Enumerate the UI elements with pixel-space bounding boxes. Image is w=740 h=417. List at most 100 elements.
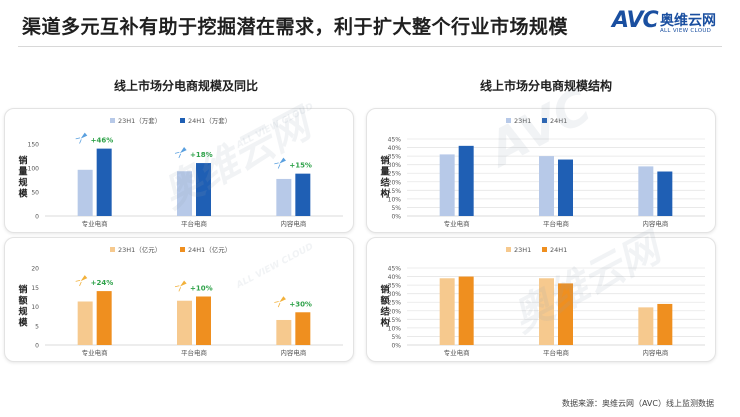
logo-cn-text: 奥维云网 — [660, 13, 716, 29]
bar-23h1 — [638, 166, 654, 216]
legend-label: 24H1 — [550, 117, 567, 125]
rocket-trail — [274, 162, 281, 169]
x-tick-label: 专业电商 — [82, 219, 109, 228]
logo-en-text: ALL VIEW CLOUD — [660, 28, 712, 34]
legend-label: 24H1 — [550, 246, 567, 254]
growth-label: +10% — [190, 284, 213, 292]
bar-24h1 — [96, 148, 112, 216]
y-tick-label: 35% — [388, 283, 402, 290]
bar-23h1 — [439, 154, 455, 216]
legend-swatch — [110, 247, 115, 252]
page-title: 渠道多元互补有助于挖掘潜在需求，利于扩大整个行业市场规模 — [22, 16, 569, 38]
y-tick-label: 0 — [35, 214, 39, 221]
bar-24h1 — [558, 159, 573, 216]
x-tick-label: 平台电商 — [543, 348, 570, 357]
legend-swatch — [542, 247, 547, 252]
y-tick-label: 45% — [388, 137, 402, 144]
x-tick-label: 专业电商 — [444, 219, 471, 228]
y-tick-label: 35% — [388, 154, 402, 161]
legend-swatch — [180, 118, 185, 123]
x-tick-label: 专业电商 — [444, 348, 471, 357]
bar-23h1 — [276, 319, 292, 345]
rocket-trail — [75, 137, 82, 144]
legend-swatch — [180, 247, 185, 252]
y-tick-label: 40% — [388, 274, 402, 281]
bar-23h1 — [77, 301, 93, 345]
y-tick-label: 20% — [388, 308, 402, 315]
data-source-note: 数据来源：奥维云网（AVC）线上监测数据 — [561, 399, 714, 408]
y-axis-label-char: 模 — [18, 188, 28, 200]
brand-logo: AVC 奥维云网 ALL VIEW CLOUD — [612, 8, 732, 42]
rocket-body — [180, 280, 187, 287]
bar-23h1 — [638, 307, 654, 345]
rocket-icon — [174, 147, 187, 159]
rocket-body — [279, 157, 286, 164]
y-axis-label-char: 量 — [18, 166, 27, 178]
rocket-icon — [274, 157, 286, 169]
legend-swatch — [110, 118, 115, 123]
legend-label: 23H1（亿元） — [118, 245, 161, 254]
bar-24h1 — [196, 296, 211, 345]
y-axis-label-char: 构 — [380, 188, 389, 200]
header: 渠道多元互补有助于挖掘潜在需求，利于扩大整个行业市场规模 AVC 奥维云网 AL… — [0, 0, 740, 44]
bar-23h1 — [177, 171, 192, 216]
y-axis-label-char: 结 — [380, 177, 389, 189]
y-tick-label: 30% — [388, 291, 402, 298]
y-axis-label-char: 销 — [18, 155, 27, 167]
y-tick-label: 50 — [31, 189, 39, 196]
y-axis-label-char: 规 — [18, 177, 27, 189]
logo-mark: AVC — [612, 8, 659, 33]
bar-23h1 — [177, 300, 192, 345]
y-tick-label: 15 — [31, 285, 39, 292]
volume-chart-panel: 23H1（万套） 24H1（万套） 销量规模 0 50 100 150 专业电商 +46% 平台电… — [4, 108, 354, 233]
y-axis-label-char: 销 — [18, 284, 27, 296]
bar-24h1 — [657, 303, 673, 345]
y-tick-label: 25% — [388, 171, 402, 178]
growth-label: +30% — [289, 300, 312, 308]
x-tick-label: 内容电商 — [280, 348, 307, 357]
x-tick-label: 专业电商 — [82, 348, 109, 357]
bar-23h1 — [439, 278, 455, 345]
rocket-trail — [274, 301, 281, 308]
y-axis-label-char: 额 — [18, 295, 27, 307]
y-tick-label: 5 — [35, 323, 39, 330]
bar-24h1 — [657, 171, 673, 216]
y-tick-label: 5% — [391, 205, 401, 212]
x-tick-label: 平台电商 — [181, 348, 208, 357]
y-tick-label: 100 — [28, 165, 40, 172]
value-share-chart-panel: 23H1 24H1 销额结构 0% 5% 10% 15% 20% 25% 30% 35% 40% 45%… — [366, 237, 716, 362]
growth-label: +24% — [91, 279, 114, 287]
legend-label: 23H1 — [514, 246, 531, 254]
rocket-trail — [174, 285, 182, 292]
bar-24h1 — [295, 312, 311, 345]
rocket-body — [80, 132, 88, 139]
legend-label: 23H1 — [514, 117, 531, 125]
bar-24h1 — [558, 283, 573, 345]
left-section-title: 线上市场分电商规模及同比 — [113, 79, 258, 93]
legend-label: 24H1（万套） — [188, 116, 231, 125]
y-axis-label-char: 额 — [380, 295, 389, 307]
bar-23h1 — [77, 169, 93, 216]
rocket-body — [80, 275, 88, 282]
y-axis-label-char: 构 — [380, 317, 389, 329]
legend-label: 23H1（万套） — [118, 116, 161, 125]
legend-label: 24H1（亿元） — [188, 245, 231, 254]
y-tick-label: 150 — [28, 141, 40, 148]
y-tick-label: 5% — [391, 334, 401, 341]
y-axis-label-char: 量 — [380, 166, 389, 178]
rocket-trail — [75, 279, 82, 287]
bar-23h1 — [539, 156, 554, 216]
bar-24h1 — [295, 173, 311, 216]
y-axis-label-char: 模 — [18, 317, 28, 329]
right-section-title: 线上市场分电商规模结构 — [479, 79, 612, 93]
legend-swatch — [506, 118, 511, 123]
rocket-body — [180, 147, 187, 154]
y-axis-label-char: 规 — [18, 306, 27, 318]
y-tick-label: 0% — [391, 343, 401, 350]
y-tick-label: 45% — [388, 266, 402, 273]
y-tick-label: 10 — [31, 304, 39, 311]
x-tick-label: 内容电商 — [642, 219, 669, 228]
